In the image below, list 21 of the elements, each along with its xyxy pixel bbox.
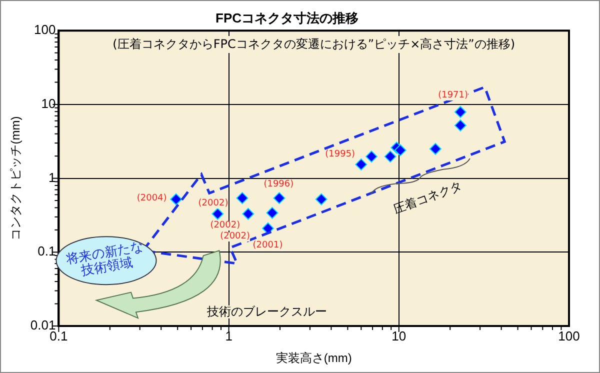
annotation: (1996)	[264, 180, 294, 190]
y-axis-title: コンタクトピッチ(mm)	[8, 116, 23, 240]
x-tick-label: 1	[225, 328, 232, 344]
text: (圧着コネクタからFPCコネクタの変遷における”ピッチ×高さ寸法”の推移)	[112, 36, 516, 53]
x-tick-label: 100	[558, 328, 580, 344]
annotation: (2004)	[136, 194, 167, 204]
x-tick-label: 10	[392, 328, 406, 344]
y-tick-label: 0.1	[38, 244, 56, 259]
annotation: (2002)	[220, 231, 250, 242]
chart-title: FPCコネクタ寸法の推移	[216, 10, 358, 26]
annotation: (2001)	[252, 240, 283, 250]
x-axis-title: 実装高さ(mm)	[276, 351, 352, 366]
y-tick-label: 10	[41, 96, 56, 112]
annotation: 将来の新たな技術領域	[64, 238, 146, 281]
annotation: (2002)	[210, 220, 240, 230]
annotation: (1995)	[325, 149, 356, 159]
y-tick-label: 1	[48, 170, 56, 185]
annotation: (1971)	[438, 90, 468, 101]
y-tick-label: 100	[34, 22, 56, 38]
annotation: (2002)	[198, 198, 228, 209]
annotation: 技術のブレークスルー	[206, 304, 327, 319]
